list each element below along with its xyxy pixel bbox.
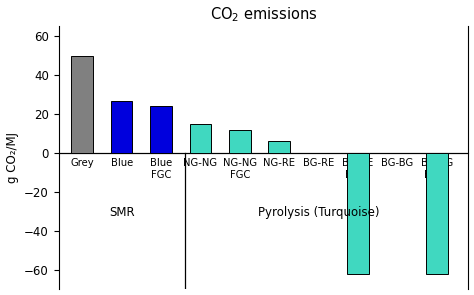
Bar [229,130,251,153]
Bar [190,124,211,153]
Bar [111,101,132,153]
Bar [426,153,448,274]
Bar [268,141,290,153]
Y-axis label: g CO₂/MJ: g CO₂/MJ [6,132,18,183]
Bar [150,106,172,153]
Bar [72,56,93,153]
Text: SMR: SMR [109,206,135,219]
Text: Pyrolysis (Turquoise): Pyrolysis (Turquoise) [258,206,380,219]
Bar [347,153,369,274]
Title: CO$_2$ emissions: CO$_2$ emissions [210,6,317,24]
